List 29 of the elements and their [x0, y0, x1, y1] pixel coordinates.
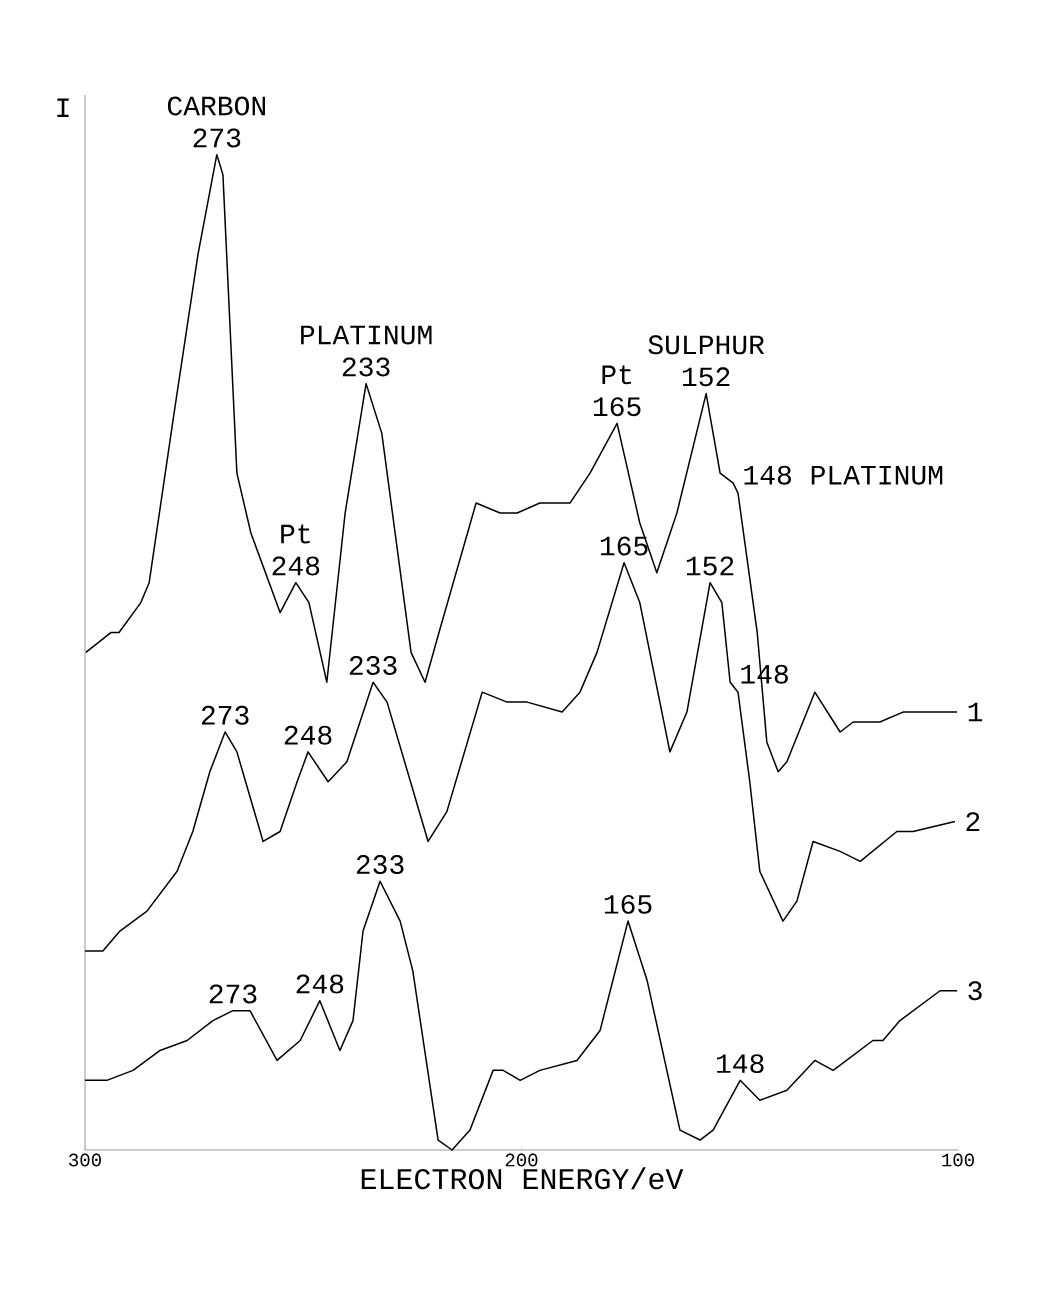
annotation: CARBON	[167, 96, 265, 116]
annotation: 152	[682, 367, 730, 387]
annotation: 165	[593, 397, 641, 417]
annotation: PLATINUM	[301, 325, 432, 345]
x-tick-label: 200	[505, 1153, 538, 1167]
annotation: 165	[600, 536, 648, 556]
annotation: SULPHUR	[648, 335, 765, 355]
annotation: 148 PLATINUM	[744, 465, 943, 485]
annotation: 233	[349, 656, 397, 675]
series-label: 3	[968, 981, 982, 1001]
annotation: 248	[272, 556, 320, 576]
x-tick-label: 100	[942, 1153, 974, 1167]
annotation: Pt	[602, 365, 631, 385]
y-axis-title: I	[57, 98, 69, 117]
annotation: 273	[209, 984, 257, 1004]
annotation: 165	[604, 894, 652, 914]
annotation: 233	[342, 357, 390, 377]
series-label: 2	[966, 812, 980, 831]
series-label: 1	[968, 702, 983, 722]
annotation: 233	[356, 855, 404, 875]
x-axis-title: ELECTRON ENERGY/eV	[361, 1167, 684, 1190]
annotation: 273	[201, 705, 249, 725]
annotation: 273	[193, 128, 241, 148]
annotation: 248	[284, 725, 332, 745]
annotation: Pt	[281, 524, 310, 544]
annotation: 148	[717, 1054, 764, 1074]
annotation: 152	[686, 556, 734, 576]
annotation: 248	[296, 974, 344, 994]
x-tick-label: 300	[69, 1153, 101, 1167]
